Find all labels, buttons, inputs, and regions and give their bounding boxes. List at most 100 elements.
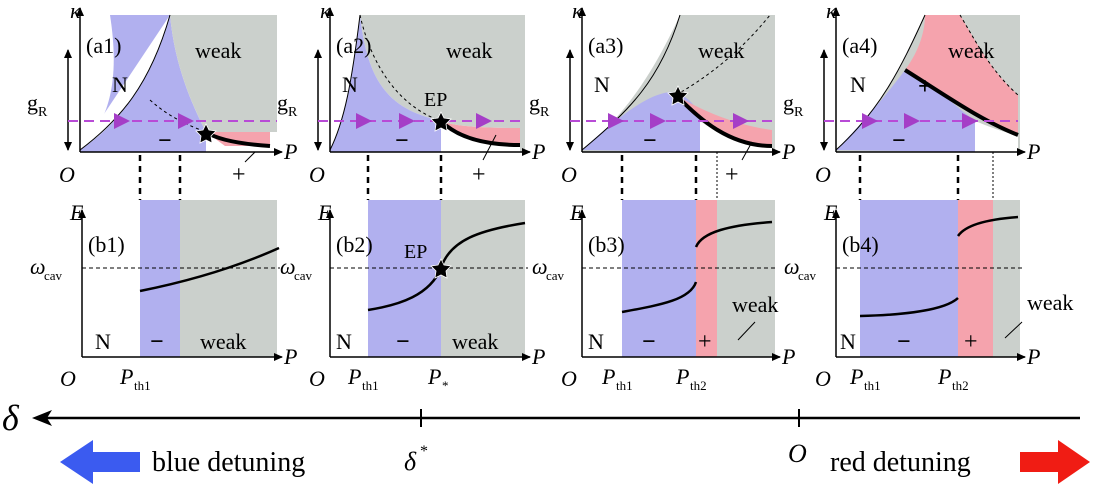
- dotted-boundary: [149, 99, 207, 133]
- panel-label: (b2): [336, 232, 373, 257]
- ep-branch-line: [439, 119, 521, 147]
- tick-label: P: [937, 364, 951, 389]
- origin-label: O: [561, 366, 577, 391]
- pump-arrow-icon: [399, 113, 415, 129]
- plus-pointer: [741, 141, 753, 161]
- panel-label: (b4): [842, 232, 879, 257]
- tick-label: P: [849, 364, 863, 389]
- below-region: [975, 121, 1018, 152]
- plus-label: +: [232, 162, 246, 188]
- x-axis-label: P: [531, 344, 545, 369]
- ep-label: EP: [424, 89, 447, 111]
- g-label: g: [783, 90, 794, 115]
- n-region-white: [836, 15, 925, 150]
- g-label: g: [27, 90, 38, 115]
- weak-label: weak: [1027, 290, 1073, 315]
- plus-region: [206, 132, 270, 146]
- y-axis-label: κ: [320, 0, 331, 23]
- plus-region: [905, 15, 1018, 135]
- tick-subscript: th2: [952, 378, 969, 393]
- tick-label: P: [119, 364, 133, 389]
- minus-label: −: [395, 128, 409, 154]
- weak-label: weak: [452, 329, 498, 354]
- tick-label: P: [675, 364, 689, 389]
- boundary-line: [835, 14, 926, 151]
- minus-label: −: [643, 128, 657, 154]
- g-subscript: R: [794, 105, 804, 120]
- panel-a2: κ (a2) weak N EP g R − + O P: [277, 0, 545, 188]
- minus-region: [860, 200, 958, 357]
- panel-label: (a4): [842, 33, 877, 58]
- minus-region: [622, 200, 696, 357]
- pump-arrow-icon: [114, 113, 130, 129]
- g-label: g: [529, 90, 540, 115]
- weak-label: weak: [698, 38, 744, 63]
- omega-label: ω: [784, 254, 800, 279]
- omega-label: ω: [532, 254, 548, 279]
- g-subscript: R: [38, 105, 48, 120]
- y-axis-label: κ: [70, 0, 81, 23]
- weak-region: [993, 200, 1020, 357]
- origin-tick: O: [788, 439, 807, 468]
- tick-subscript: th2: [690, 378, 707, 393]
- normal-region: [836, 70, 975, 152]
- weak-label: weak: [948, 38, 994, 63]
- x-axis-label: P: [531, 139, 545, 164]
- panel-label: (a2): [336, 33, 371, 58]
- dotted-boundary: [359, 14, 442, 122]
- minus-label: −: [897, 329, 911, 355]
- n-region-white: [80, 15, 114, 150]
- n-region-fill: [330, 15, 360, 150]
- pump-arrow-icon: [608, 113, 624, 129]
- delta-star-sup: *: [420, 443, 428, 460]
- origin-label: O: [309, 162, 325, 187]
- plus-region: [958, 200, 993, 357]
- origin-label: O: [815, 366, 831, 391]
- y-axis-label: E: [317, 200, 332, 225]
- weak-pointer: [737, 321, 756, 341]
- panel-b2: E (b2) EP ω cav N − weak O P P th1 P *: [280, 200, 545, 393]
- plus-label: +: [918, 74, 932, 100]
- origin-label: O: [309, 366, 325, 391]
- panel-a1: κ (a1) weak N g R − + O P: [27, 0, 297, 188]
- y-axis-label: E: [569, 200, 584, 225]
- detuning-axis: δ δ * O blue detuning red detuning: [2, 398, 1090, 484]
- star-icon: [195, 123, 217, 144]
- minus-label: −: [150, 329, 164, 355]
- normal-label: N: [336, 329, 352, 354]
- omega-label: ω: [30, 254, 46, 279]
- pump-arrow-icon: [904, 113, 920, 129]
- x-axis-label: P: [1026, 139, 1040, 164]
- g-subscript: R: [540, 105, 550, 120]
- normal-label: N: [112, 72, 128, 97]
- plus-pointer: [244, 151, 256, 163]
- pump-arrow-icon: [650, 113, 666, 129]
- panel-label: (a3): [588, 33, 623, 58]
- pump-arrow-icon: [356, 113, 372, 129]
- star-icon: [430, 258, 452, 279]
- weak-label: weak: [195, 38, 241, 63]
- origin-label: O: [561, 162, 577, 187]
- normal-label: N: [95, 329, 111, 354]
- x-axis-label: P: [781, 139, 795, 164]
- pump-arrow-icon: [733, 113, 749, 129]
- minus-label: −: [642, 329, 656, 355]
- panel-a3: κ (a3) weak N g R − + O P: [529, 0, 795, 188]
- blue-detuning-label: blue detuning: [152, 447, 305, 478]
- tick-subscript: th1: [864, 378, 881, 393]
- g-label: g: [277, 90, 288, 115]
- tick-label: P: [347, 364, 361, 389]
- x-axis-label: P: [1026, 344, 1040, 369]
- weak-label: weak: [200, 329, 246, 354]
- pump-arrow-icon: [476, 113, 492, 129]
- panel-label: (b3): [588, 232, 625, 257]
- energy-curve-lower: [621, 281, 698, 314]
- normal-label: N: [850, 72, 866, 97]
- energy-curve-upper: [956, 215, 1019, 237]
- minus-region: [80, 132, 206, 152]
- omega-subscript: cav: [294, 268, 313, 283]
- minus-region: [368, 200, 441, 357]
- arrow-right-red-icon: [1020, 440, 1090, 484]
- plus-label: +: [698, 329, 712, 355]
- normal-label: N: [588, 329, 604, 354]
